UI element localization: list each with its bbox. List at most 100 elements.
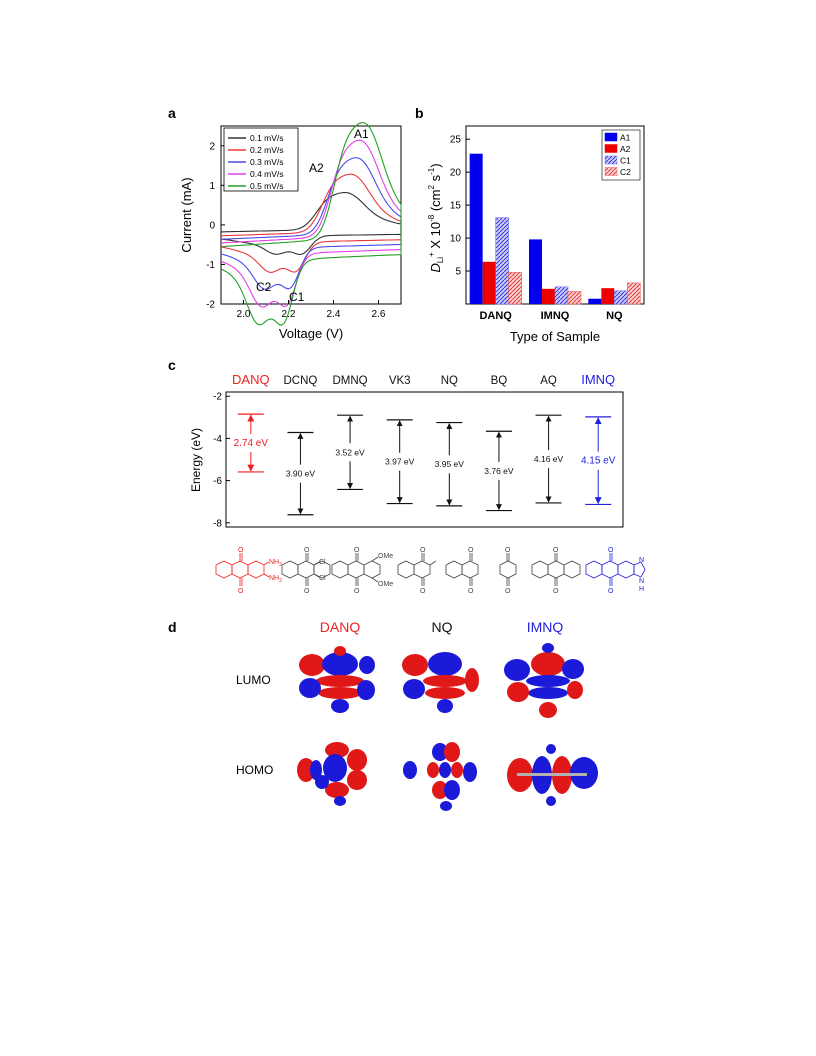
- bq-o-bottom: O: [505, 588, 511, 595]
- bar-danq-a1: [469, 153, 483, 304]
- danq-o-top: O: [238, 547, 244, 554]
- bar-ytick-label-3: 20: [450, 168, 462, 179]
- bar-imnq-a1: [529, 239, 542, 304]
- imnq-n-top: N: [639, 557, 644, 564]
- energy-molecule-name-nq: NQ: [441, 375, 458, 387]
- bar-nq-a1: [588, 298, 602, 304]
- bar-marks: DANQ IMNQ NQ: [469, 153, 641, 322]
- bq-o-top: O: [505, 547, 511, 554]
- bar-danq-c1: [495, 217, 509, 305]
- energy-gap-label-dcnq: 3.90 eV: [286, 469, 316, 479]
- bar-ylabel-d: D: [428, 263, 443, 272]
- energy-ytick-label-0: -2: [213, 392, 222, 403]
- bar-danq-a2: [482, 261, 496, 304]
- dcnq-cl-top: Cl: [319, 559, 326, 566]
- cv-annotation-a1: A1: [354, 127, 369, 141]
- bar-ytick-label-0: 5: [455, 267, 461, 278]
- panel-letter-a: a: [168, 105, 176, 121]
- cv-annotation-c1: C1: [289, 290, 305, 304]
- energy-molecule-name-dcnq: DCNQ: [284, 375, 318, 387]
- energy-plot-frame: [225, 391, 624, 528]
- cv-xlabel: Voltage (V): [279, 326, 343, 341]
- imnq-o-bottom: O: [608, 588, 614, 595]
- structure-imnq: O N N H O: [585, 547, 646, 595]
- cv-chart: 2.0 2.2 2.4 2.6 -2 -1 0 1 2 Voltage (V) Current …: [179, 122, 402, 341]
- nq-o-top: O: [468, 547, 474, 554]
- bar-ylabel-s-exp: -1: [427, 167, 436, 175]
- vk3-o-bottom: O: [420, 588, 426, 595]
- orbital-imnq-homo: [507, 744, 598, 806]
- bar-legend-label-a2: A2: [620, 144, 631, 154]
- energy-gap-label-nq: 3.95 eV: [435, 459, 465, 469]
- structure-aq: O O: [531, 547, 581, 595]
- molecular-structures: O NH2 NH2 O O Cl Cl O: [215, 547, 646, 595]
- bar-category-label-2: NQ: [606, 310, 623, 322]
- energy-molecule-name-bq: BQ: [491, 375, 508, 387]
- bar-imnq-a2: [542, 288, 555, 304]
- energy-ylabel: Energy (eV): [189, 428, 203, 492]
- bar-legend-label-a1: A1: [620, 133, 631, 143]
- structure-dmnq: O OMe OMe O: [331, 547, 393, 595]
- aq-o-bottom: O: [553, 588, 559, 595]
- cv-legend: 0.1 mV/s 0.2 mV/s 0.3 mV/s 0.4 mV/s 0.5 mV/s: [223, 127, 299, 192]
- energy-molecule-name-imnq: IMNQ: [581, 372, 615, 387]
- structure-dcnq: O Cl Cl O: [281, 547, 331, 595]
- cv-xtick-label-2: 2.4: [327, 309, 341, 320]
- cv-ytick-label-0: -2: [206, 300, 215, 311]
- bar-ylabel-exp: -8: [427, 214, 436, 222]
- bar-category-label-0: DANQ: [479, 310, 512, 322]
- dmnq-o-bottom: O: [354, 588, 360, 595]
- bar-category-label-1: IMNQ: [541, 310, 570, 322]
- cv-annotation-c2: C2: [256, 280, 272, 294]
- energy-gap-label-bq: 3.76 eV: [484, 466, 514, 476]
- imnq-o-top: O: [608, 547, 614, 554]
- structure-vk3: O O: [397, 547, 437, 595]
- imnq-n-bottom: N: [639, 578, 644, 585]
- cv-legend-label-4: 0.4 mV/s: [250, 169, 284, 179]
- bar-legend-label-c1: C1: [620, 156, 631, 166]
- bar-ylabel-s: s: [428, 174, 443, 185]
- bar-ylabel-sub: Li: [436, 257, 445, 263]
- dmnq-ome-top: OMe: [378, 553, 393, 560]
- bar-ytick-label-1: 10: [450, 234, 462, 245]
- danq-nh-bottom-sub: 2: [279, 578, 282, 584]
- danq-nh-top-sub: 2: [279, 562, 282, 568]
- cv-ytick-label-2: 0: [209, 220, 215, 231]
- cv-ticks: 2.0 2.2 2.4 2.6 -2 -1 0 1 2: [206, 141, 386, 320]
- cv-legend-box: [223, 127, 299, 192]
- orbital-danq-lumo: [299, 646, 375, 713]
- bar-xlabel: Type of Sample: [510, 329, 600, 344]
- panel-letter-c: c: [168, 357, 176, 373]
- energy-ytick-label-3: -8: [213, 518, 222, 529]
- cv-ytick-label-1: -1: [206, 260, 215, 271]
- aq-o-top: O: [553, 547, 559, 554]
- bar-ylabel-sup: +: [427, 252, 436, 257]
- bar-legend-swatch-a2: [604, 144, 618, 153]
- dcnq-o-bottom: O: [304, 588, 310, 595]
- bar-legend-swatch-c2: [604, 167, 618, 176]
- cv-legend-label-3: 0.3 mV/s: [250, 157, 284, 167]
- panel-letter-b: b: [415, 105, 424, 121]
- cv-legend-label-2: 0.2 mV/s: [250, 145, 284, 155]
- bar-ylabel-x10: X 10: [428, 222, 443, 252]
- danq-o-bottom: O: [238, 588, 244, 595]
- cv-annotation-a2: A2: [309, 161, 324, 175]
- bar-legend-label-c2: C2: [620, 167, 631, 177]
- orbital-danq-homo: [297, 742, 367, 806]
- orbital-nq-lumo: [402, 652, 479, 713]
- bar-ylabel-close: ): [428, 163, 443, 167]
- orbital-imnq-lumo: [504, 643, 584, 718]
- vk3-o-top: O: [420, 547, 426, 554]
- energy-gap-marks: DANQ 2.74 eV DCNQ 3.90 eV DMNQ 3.52 eV VK3 3.97…: [232, 372, 617, 516]
- orbital-nq-homo: [403, 742, 477, 811]
- orbital-row-lumo: LUMO: [236, 673, 271, 687]
- dcnq-cl-bottom: Cl: [319, 575, 326, 582]
- cv-legend-label-5: 0.5 mV/s: [250, 181, 284, 191]
- bar-nq-c1: [614, 290, 628, 305]
- energy-gap-label-aq: 4.16 eV: [534, 454, 564, 464]
- bar-ticks: 5 10 15 20 25: [450, 135, 470, 278]
- energy-gap-label-danq: 2.74 eV: [234, 438, 269, 449]
- orbital-col-imnq: IMNQ: [527, 619, 564, 635]
- energy-ytick-label-2: -6: [213, 476, 222, 487]
